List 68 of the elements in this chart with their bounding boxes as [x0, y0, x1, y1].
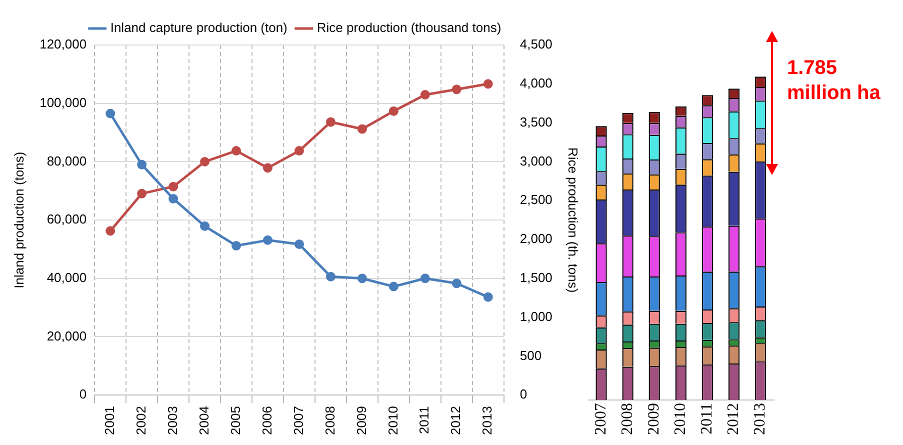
point	[294, 240, 304, 250]
x-tick-label: 2007	[290, 406, 306, 435]
point	[357, 274, 367, 284]
legend-label: Inland capture production (ton)	[110, 20, 288, 36]
x-tick-label: 2012	[448, 406, 464, 435]
y2-tick-label: 4,500	[520, 36, 552, 52]
y2-tick-label: 3,000	[520, 153, 552, 168]
text: 1.785 million ha	[787, 56, 882, 106]
x-tick-label: 2010	[672, 403, 690, 435]
point	[106, 226, 116, 236]
point	[262, 163, 272, 173]
y2-tick-label: 1,000	[520, 308, 552, 324]
y-tick-label: 80,000	[46, 153, 87, 168]
legend-label: Rice production (thousand tons)	[316, 20, 502, 36]
x-tick-label: 2007	[592, 403, 610, 435]
point	[137, 160, 147, 170]
point	[326, 272, 336, 282]
x-tick-label: 2013	[752, 403, 769, 435]
x-tick-label: 2005	[228, 406, 243, 435]
point	[168, 182, 178, 192]
x-tick-label: 2011	[416, 406, 432, 434]
y-tick-label: 40,000	[46, 270, 87, 285]
x-tick-label: 2012	[725, 403, 742, 435]
x-tick-label: 2002	[133, 406, 148, 435]
x-tick-label: 2013	[480, 406, 495, 435]
x-tick-label: 2004	[196, 406, 212, 435]
point	[200, 221, 210, 231]
point	[326, 117, 336, 127]
y-tick-label: 60,000	[46, 212, 87, 227]
x-tick-label: 2008	[619, 403, 636, 435]
point	[137, 188, 147, 198]
x-tick-label: 2009	[354, 406, 369, 435]
point	[168, 194, 178, 204]
y-tick-label: 120,000	[40, 36, 87, 52]
point	[420, 274, 430, 284]
y2-axis-title: Rice production (th. tons)	[566, 147, 581, 293]
x-tick-label: 2001	[102, 406, 117, 435]
x-tick-label: 2006	[259, 406, 274, 435]
y2-tick-label: 2,500	[520, 192, 552, 208]
point	[357, 124, 367, 134]
point	[483, 79, 493, 89]
y-tick-label: 100,000	[40, 94, 87, 110]
x-tick-label: 2010	[385, 406, 400, 435]
point	[388, 282, 398, 292]
y2-tick-label: 3,500	[520, 114, 552, 130]
x-tick-label: 2003	[164, 406, 180, 435]
y2-tick-label: 500	[520, 348, 542, 363]
point	[106, 108, 116, 118]
y2-tick-label: 0	[520, 386, 528, 402]
point	[262, 235, 272, 245]
y2-tick-label: 1,500	[520, 270, 552, 285]
x-tick-label: 2008	[322, 406, 338, 435]
y2-tick-label: 4,000	[520, 75, 552, 90]
point	[232, 240, 242, 250]
point	[232, 146, 242, 156]
point	[294, 146, 304, 156]
point	[388, 106, 398, 116]
y-tick-label: 20,000	[46, 328, 87, 344]
point	[200, 156, 210, 166]
x-tick-label: 2011	[698, 403, 716, 434]
point	[452, 84, 462, 94]
y2-tick-label: 2,000	[520, 231, 552, 246]
point	[483, 292, 493, 302]
x-tick-label: 2009	[646, 403, 663, 435]
y-tick-label: 0	[79, 386, 87, 402]
point	[452, 278, 462, 288]
y-axis-title: Inland production (tons)	[11, 152, 26, 288]
point	[420, 90, 430, 100]
